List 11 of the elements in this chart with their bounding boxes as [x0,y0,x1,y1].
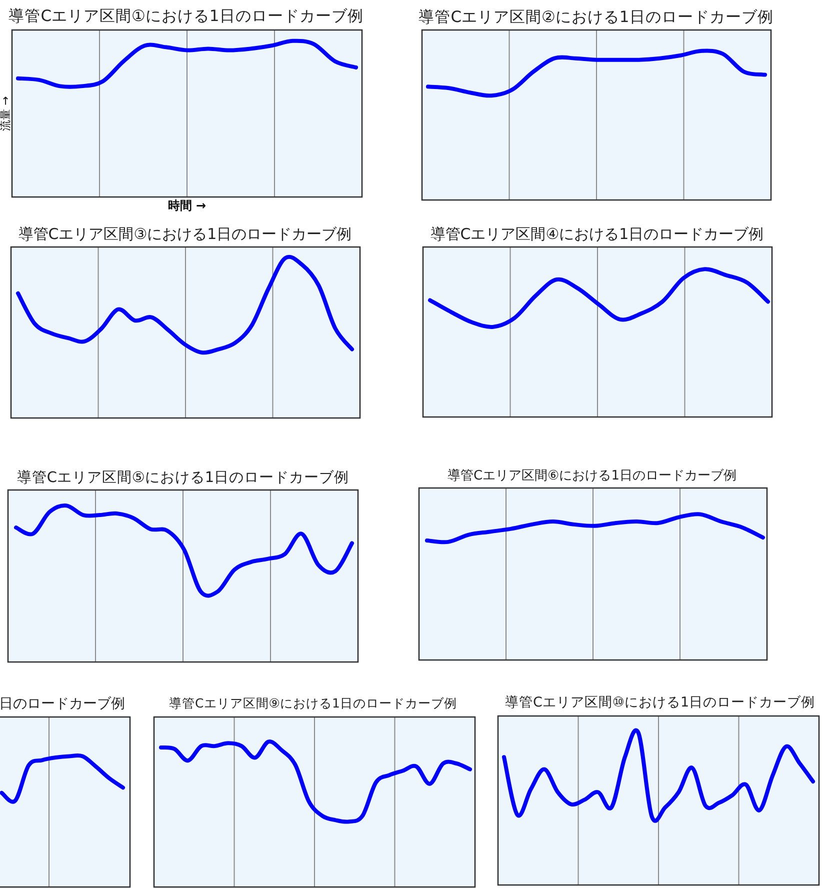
y-axis-title: 流量 → [0,96,12,131]
chart-title: 導管Cエリア区間⑨における1日のロードカーブ例 [169,695,457,710]
chart-title: 導管Cエリア区間①における1日のロードカーブ例 [8,7,364,26]
x-axis-title: 時間 → [168,198,206,212]
chart-title: 導管Cエリア区間⑥における1日のロードカーブ例 [447,468,737,484]
chart-title: 日のロードカーブ例 [0,696,125,712]
chart-title: 導管Cエリア区間③における1日のロードカーブ例 [18,225,352,244]
chart-title: 導管Cエリア区間②における1日のロードカーブ例 [418,8,774,26]
chart-title: 導管Cエリア区間⑩における1日のロードカーブ例 [504,694,816,711]
chart-title: 導管Cエリア区間④における1日のロードカーブ例 [430,225,764,244]
chart-title: 導管Cエリア区間⑤における1日のロードカーブ例 [16,468,350,486]
